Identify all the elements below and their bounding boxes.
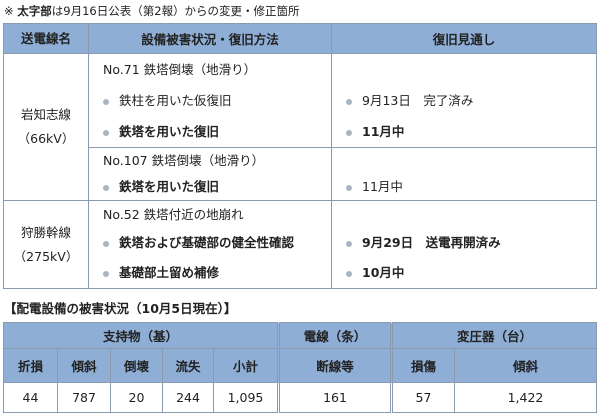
block-title: No.71 鉄塔倒壊（地滑り） [103, 62, 257, 77]
note: ※ 太字部は9月16日公表（第2報）からの変更・修正箇所 [4, 4, 300, 18]
value-cell: 787 [57, 382, 111, 413]
table-row: 44 787 20 244 1,095 161 57 1,422 [3, 382, 597, 413]
distribution-title: 【配電設備の被害状況（10月5日現在）】 [4, 301, 237, 316]
subheader: 傾斜 [57, 348, 111, 383]
line-name: 狩勝幹線 （275kV） [3, 200, 89, 289]
group-header: 電線（条） [277, 322, 392, 349]
bullet-icon [346, 240, 352, 247]
group-header: 支持物（基） [3, 322, 279, 349]
distribution-damage-table: 支持物（基） 電線（条） 変圧器（台） 折損 傾斜 倒壊 流失 小計 断線等 損… [3, 322, 597, 413]
header-damage: 設備被害状況・復旧方法 [88, 23, 332, 54]
header-outlook: 復旧見通し [331, 23, 597, 54]
bullet-icon [103, 129, 109, 136]
table-row: 狩勝幹線 （275kV） No.52 鉄塔付近の地崩れ 鉄塔および基礎部の健全性確… [3, 200, 597, 289]
subheader: 折損 [3, 348, 58, 383]
block-title: No.107 鉄塔倒壊（地滑り） [103, 153, 265, 168]
bullet-icon [103, 270, 109, 277]
value-cell: 20 [110, 382, 163, 413]
value-cell: 244 [162, 382, 214, 413]
value-cell: 44 [3, 382, 58, 413]
bullet-icon [103, 98, 109, 105]
block-title: No.52 鉄塔付近の地崩れ [103, 207, 244, 222]
transmission-damage-table: 送電線名 設備被害状況・復旧方法 復旧見通し 岩知志線 （66kV） No.71 … [3, 23, 597, 289]
value-cell: 57 [390, 382, 455, 413]
table-row: No.107 鉄塔倒壊（地滑り） 鉄塔を用いた復旧 11月中 [4, 147, 597, 201]
subheader: 小計 [213, 348, 279, 383]
line-name: 岩知志線 （66kV） [3, 53, 89, 201]
subheader: 損傷 [390, 348, 455, 383]
header-line-name: 送電線名 [3, 23, 89, 54]
subheader: 傾斜 [454, 348, 597, 383]
group-header: 変圧器（台） [390, 322, 597, 349]
table-row: 岩知志線 （66kV） No.71 鉄塔倒壊（地滑り） 鉄柱を用いた仮復旧 鉄塔を… [3, 53, 597, 201]
bullet-icon [103, 240, 109, 247]
value-cell: 1,422 [454, 382, 597, 413]
subheader: 断線等 [277, 348, 392, 383]
subheader: 流失 [162, 348, 214, 383]
bullet-icon [103, 184, 109, 191]
bullet-icon [346, 184, 352, 191]
subheader: 倒壊 [110, 348, 163, 383]
bullet-icon [346, 270, 352, 277]
value-cell: 161 [277, 382, 392, 413]
value-cell: 1,095 [213, 382, 279, 413]
bullet-icon [346, 129, 352, 136]
bullet-icon [346, 98, 352, 105]
